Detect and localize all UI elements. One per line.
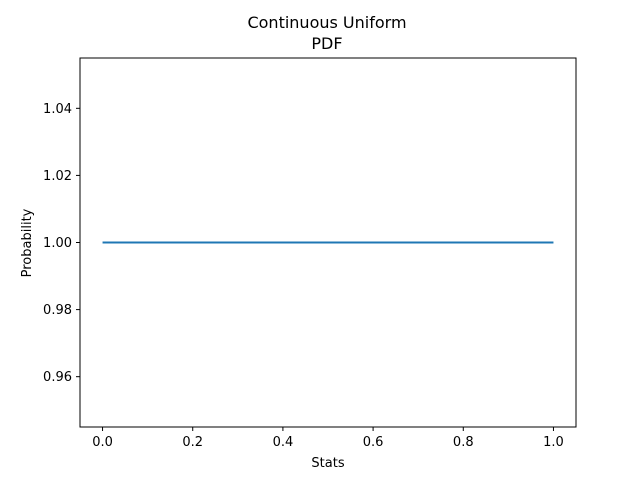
y-axis-label: Probability [20,208,35,277]
chart-title-line-2: PDF [311,34,342,53]
y-tick-label: 1.02 [43,169,72,184]
x-axis: 0.0 0.2 0.4 0.6 0.8 1.0 [92,427,564,450]
x-tick-label: 0.0 [92,435,113,450]
y-tick-label: 0.98 [43,303,72,318]
x-tick-label: 0.8 [453,435,474,450]
x-axis-label: Stats [311,456,344,471]
y-tick-label: 0.96 [43,370,72,385]
x-tick-label: 1.0 [543,435,564,450]
y-tick-label: 1.04 [43,102,72,117]
y-tick-label: 1.00 [43,236,72,251]
chart-title-line-1: Continuous Uniform [247,13,406,32]
x-tick-label: 0.2 [182,435,203,450]
x-tick-label: 0.4 [273,435,294,450]
y-axis: 0.96 0.98 1.00 1.02 1.04 [43,102,80,385]
x-tick-label: 0.6 [363,435,384,450]
